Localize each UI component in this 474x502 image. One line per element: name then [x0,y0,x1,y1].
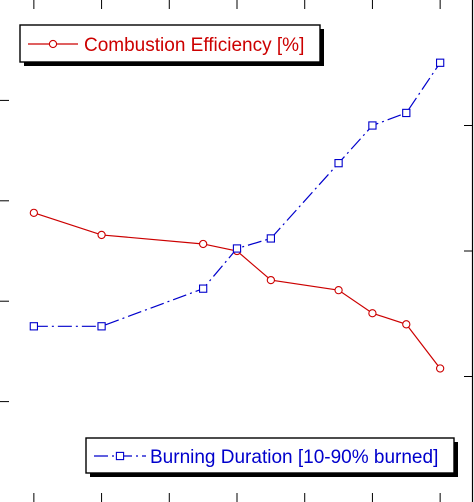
data-point-circle [334,286,343,295]
data-point-square [198,284,208,293]
legend-label: Combustion Efficiency [%] [84,35,304,56]
legend-square-marker [115,451,125,461]
data-point-square [266,234,276,243]
data-point-circle [435,364,445,373]
data-point-circle [368,309,377,318]
data-point-circle [402,320,411,329]
series-line-1 [33,62,441,327]
legend-label: Burning Duration [10-90% burned] [150,447,438,468]
data-point-square [368,121,377,130]
data-point-circle [198,239,208,249]
legend-burning-duration: Burning Duration [10-90% burned] [85,437,458,477]
legend-box [85,437,455,474]
data-point-circle [266,275,276,285]
data-point-square [402,108,411,118]
data-point-square [334,159,343,168]
data-point-square [97,322,106,331]
legend-circle-marker [48,39,58,49]
data-point-square [29,322,39,331]
series-layer [29,58,445,373]
data-point-circle [97,230,106,240]
data-point-circle [29,208,39,217]
series-line-0 [33,212,441,369]
data-point-square [232,244,242,253]
data-point-square [435,58,445,67]
legend-combustion-efficiency: Combustion Efficiency [%] [19,24,324,66]
